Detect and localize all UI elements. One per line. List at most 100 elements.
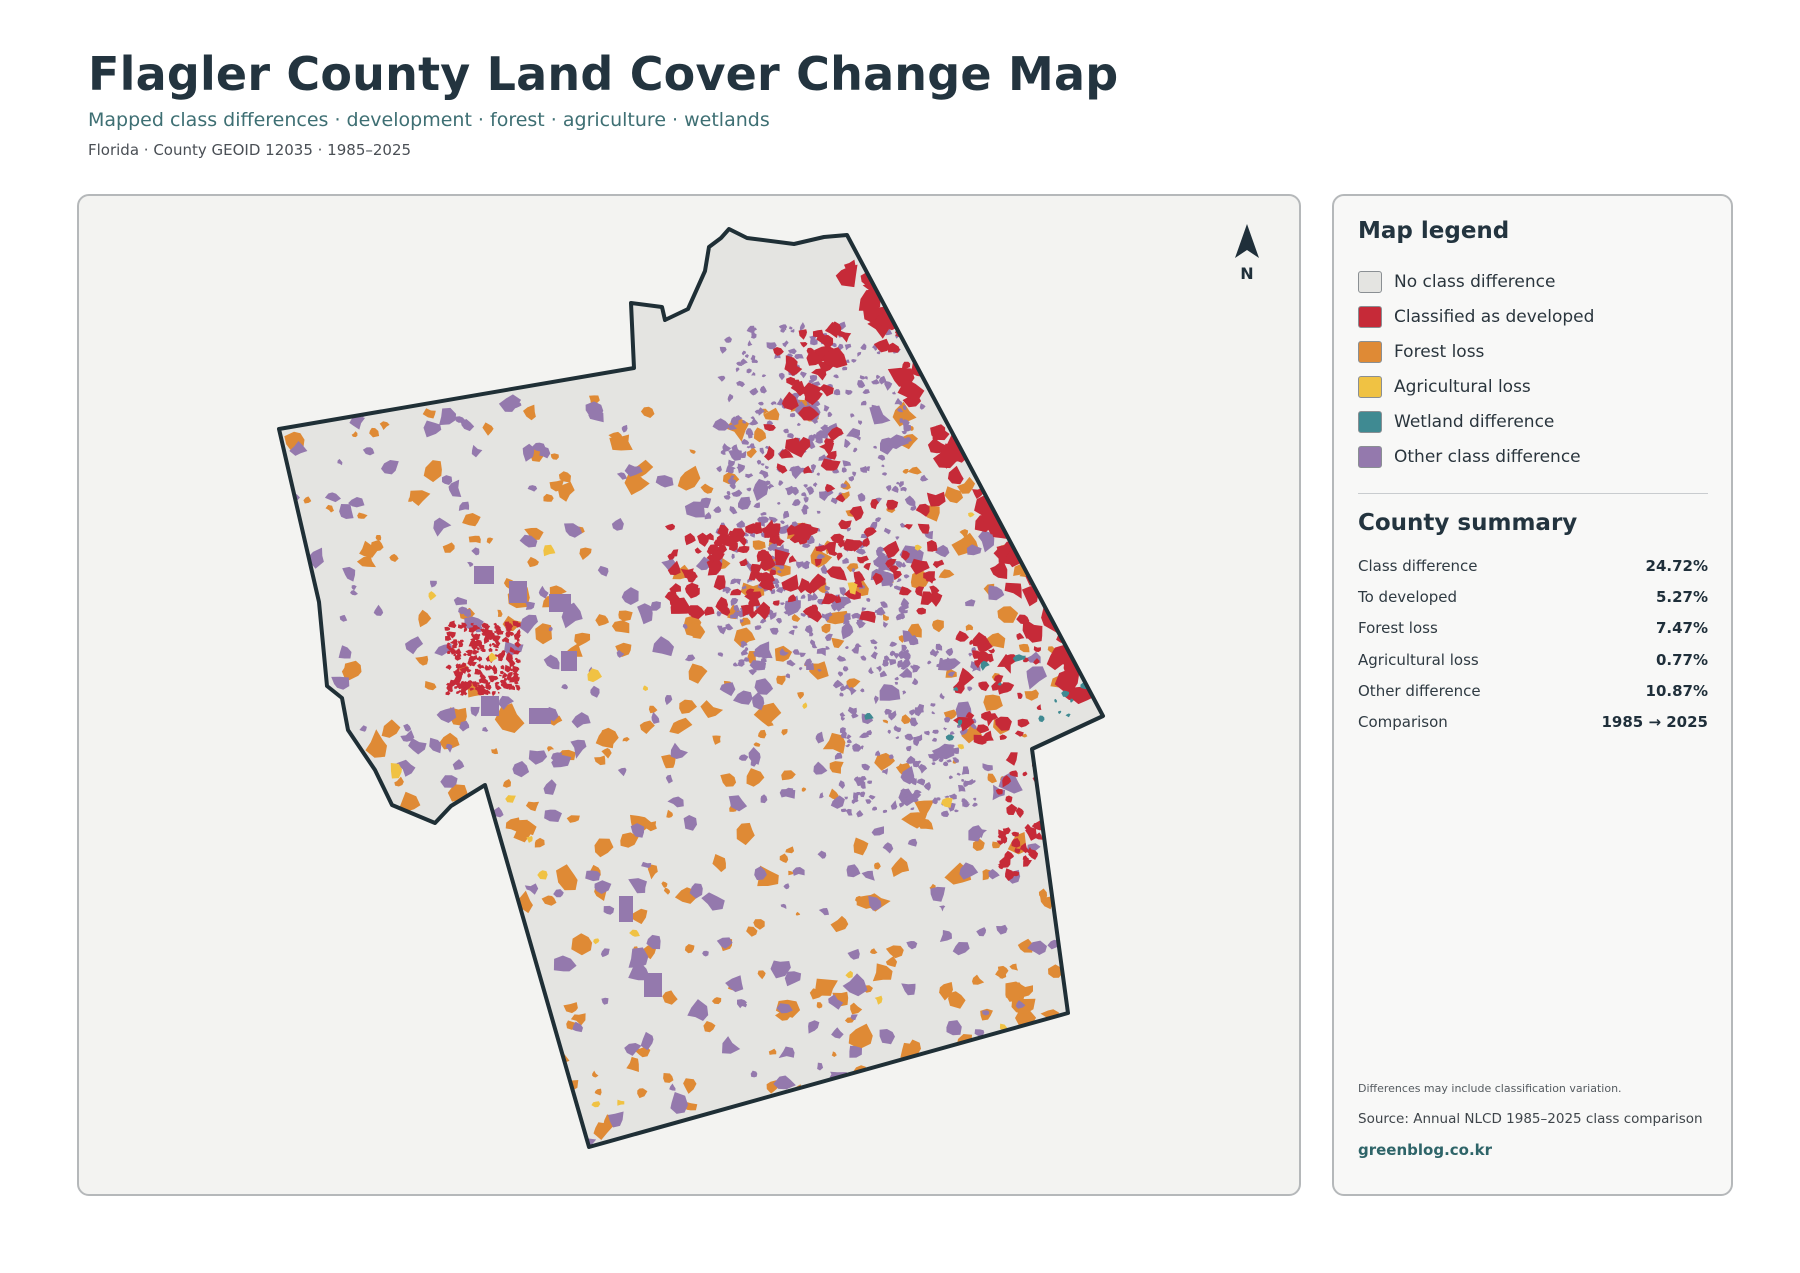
change-patch <box>871 404 879 412</box>
change-patch <box>738 496 751 510</box>
change-patch <box>783 883 790 890</box>
change-patch <box>806 486 815 496</box>
change-patch <box>891 857 910 877</box>
change-patch <box>901 600 909 611</box>
change-patch <box>458 640 463 645</box>
change-patch <box>733 627 756 647</box>
change-patch <box>456 652 462 658</box>
change-patch <box>494 684 502 691</box>
change-patch <box>791 614 801 622</box>
change-patch <box>651 711 660 724</box>
change-patch <box>459 844 467 850</box>
county-map[interactable] <box>79 196 1301 1196</box>
change-patch <box>732 662 739 667</box>
change-patch <box>725 418 750 442</box>
change-patch <box>515 658 521 664</box>
change-patch <box>798 667 803 671</box>
change-patch <box>754 678 774 695</box>
change-patch <box>1011 831 1019 837</box>
change-patch <box>1030 469 1043 483</box>
change-patch <box>777 524 790 534</box>
site-link[interactable]: greenblog.co.kr <box>1358 1141 1493 1159</box>
change-patch <box>588 407 604 423</box>
change-patch <box>935 544 950 558</box>
change-patch <box>408 496 414 502</box>
change-patch <box>729 506 738 515</box>
change-patch <box>855 548 866 555</box>
change-patch <box>484 664 491 671</box>
change-patch <box>803 465 813 474</box>
change-patch <box>844 796 848 800</box>
change-patch <box>898 481 904 488</box>
legend-title: Map legend <box>1358 218 1510 244</box>
change-patch <box>827 411 833 417</box>
change-patch <box>975 421 1000 437</box>
change-patch <box>821 593 839 605</box>
change-patch <box>451 1046 465 1058</box>
change-patch <box>311 688 319 695</box>
change-patch <box>626 1056 639 1072</box>
change-patch <box>727 393 734 403</box>
change-patch <box>358 1010 374 1022</box>
change-patch <box>909 717 919 727</box>
change-patch <box>751 332 757 339</box>
change-patch <box>465 925 477 941</box>
change-patch <box>1005 981 1027 1002</box>
change-patch <box>283 389 310 407</box>
change-patch <box>328 746 338 761</box>
change-patch <box>365 1033 373 1040</box>
change-patch <box>455 663 462 670</box>
change-patch <box>800 594 806 599</box>
change-patch <box>283 897 303 916</box>
change-patch <box>300 614 322 632</box>
change-patch <box>854 776 859 781</box>
change-patch <box>822 732 846 754</box>
change-patch <box>969 639 974 645</box>
change-patch <box>338 645 352 659</box>
change-patch <box>333 965 340 969</box>
change-patch <box>617 1099 625 1106</box>
change-patch <box>1026 403 1052 425</box>
change-patch <box>507 672 513 678</box>
change-patch <box>475 637 478 641</box>
change-patch <box>939 692 945 700</box>
change-patch <box>929 585 940 595</box>
change-patch <box>892 1117 905 1129</box>
change-patch <box>374 863 382 872</box>
change-patch <box>915 586 925 597</box>
change-patch <box>744 354 749 358</box>
change-patch <box>481 1017 505 1038</box>
change-patch <box>495 641 501 647</box>
change-patch <box>662 990 678 1005</box>
change-patch <box>347 754 352 760</box>
change-patch <box>1033 658 1040 665</box>
change-parcel <box>509 581 527 603</box>
change-patch <box>1024 689 1039 701</box>
north-arrow-icon <box>1235 224 1259 258</box>
change-patch <box>348 913 363 930</box>
change-patch <box>816 334 826 342</box>
change-patch <box>792 867 805 876</box>
change-patch <box>988 869 1000 880</box>
change-patch <box>482 726 489 732</box>
change-patch <box>875 550 886 559</box>
change-patch <box>711 997 722 1005</box>
legend-item: Agricultural loss <box>1358 369 1708 404</box>
change-patch <box>920 474 929 482</box>
change-patch <box>959 434 973 447</box>
change-patch <box>914 798 919 803</box>
map-panel[interactable] <box>77 194 1301 1196</box>
change-patch <box>757 516 766 523</box>
change-patch <box>927 1129 952 1147</box>
change-patch <box>439 1129 454 1141</box>
change-patch <box>945 734 955 741</box>
change-patch <box>639 720 655 734</box>
change-patch <box>558 471 571 483</box>
change-patch <box>902 690 907 695</box>
change-patch <box>790 328 795 333</box>
change-patch <box>966 544 982 556</box>
change-patch <box>373 404 380 410</box>
change-patch <box>929 648 938 657</box>
change-patch <box>1061 1063 1068 1073</box>
change-patch <box>746 926 758 937</box>
